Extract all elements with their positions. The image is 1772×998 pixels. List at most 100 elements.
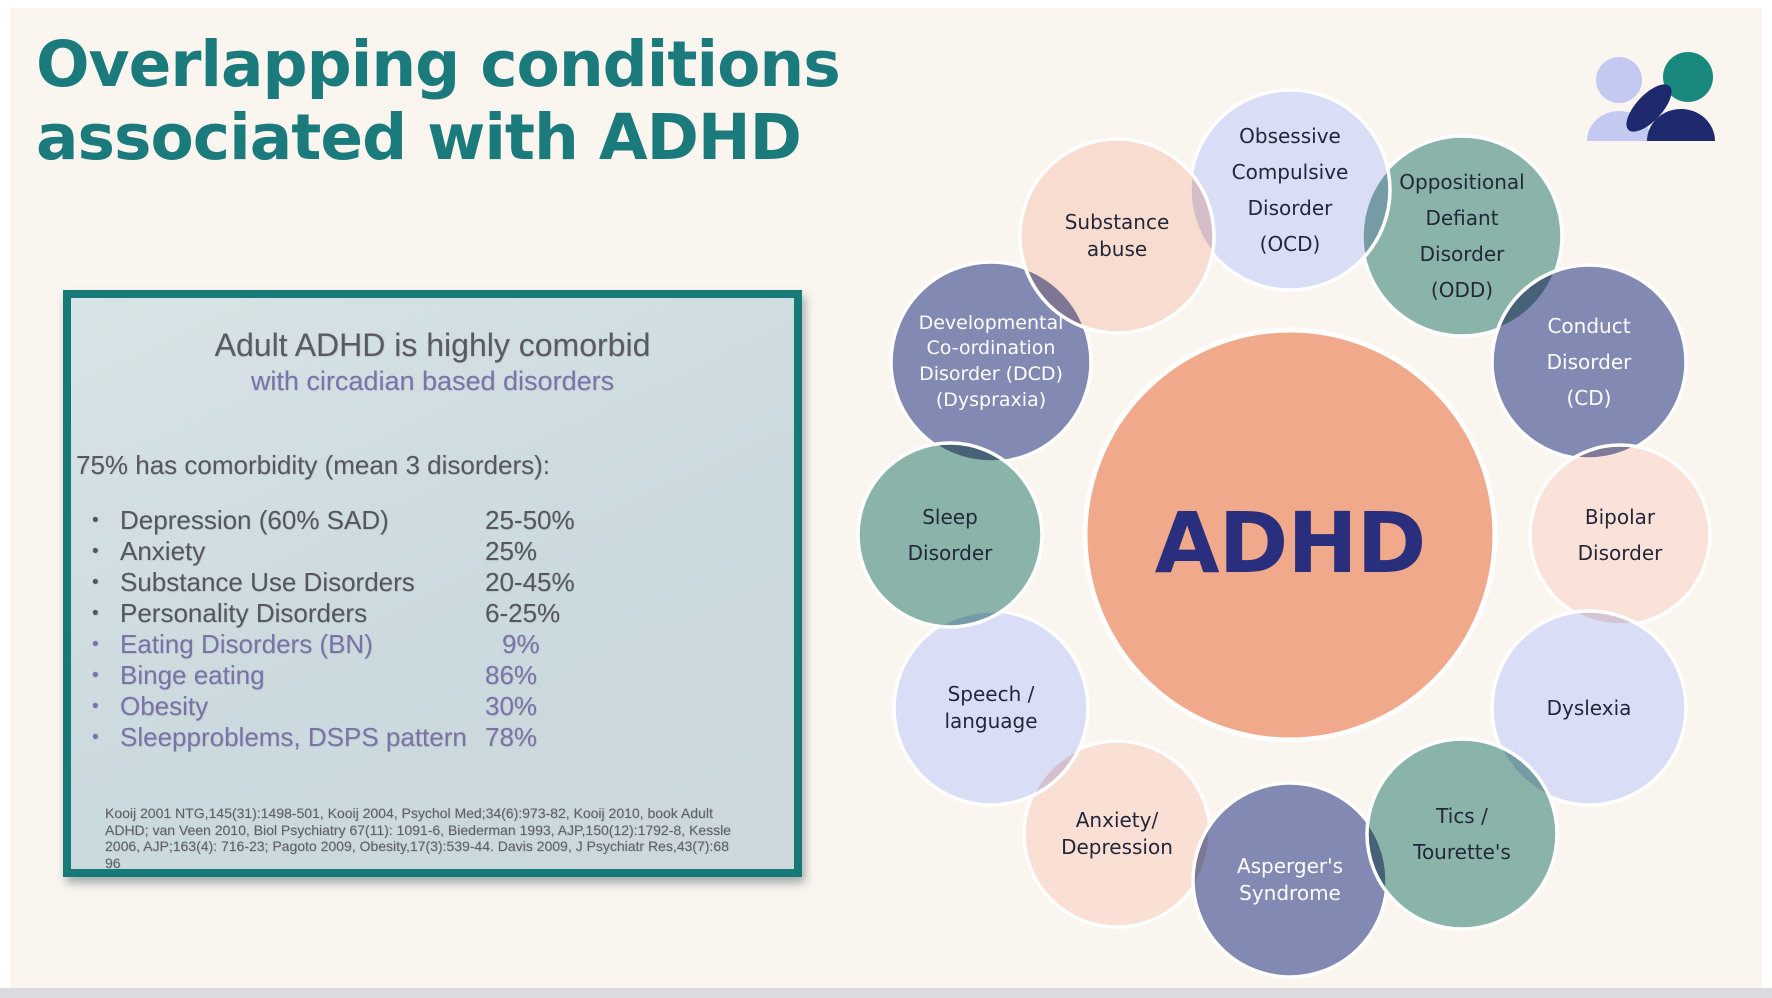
stat-value: 30% [485,691,538,721]
bullet-icon: • [92,572,99,593]
reference-line: ADHD; van Veen 2010, Biol Psychiatry 67(… [105,821,731,838]
condition-label-odd: Oppositional Defiant Disorder (ODD) [1362,136,1562,336]
condition-circle-ocd [1190,90,1390,290]
stat-label: Obesity [120,691,209,721]
condition-label-dcd: Developmental Co-ordination Disorder (DCD)… [891,262,1091,462]
stat-value: 20-45% [485,567,575,597]
stat-row: • Sleepproblems, DSPS pattern 78% [71,722,794,753]
condition-label-line: Obsessive [1239,124,1341,148]
stat-value: 9% [502,629,540,659]
stat-label: Anxiety [120,536,206,566]
page-title: Overlapping conditions associated with A… [36,28,841,175]
condition-circle-conduct-disorder [1492,265,1686,459]
condition-circle-outline-dyslexia [1490,609,1688,807]
condition-circle-outline-tics-tourettes [1365,737,1559,931]
condition-label-line: Compulsive [1231,160,1349,184]
reference-line: Kooij 2001 NTG,145(31):1498-501, Kooij 2… [105,805,713,821]
condition-label-line: Sleep [922,505,978,529]
condition-circle-dyslexia [1492,611,1686,805]
bullet-icon: • [92,603,99,624]
reference-line: 2006, AJP;163(4): 716-23; Pagoto 2009, O… [105,838,729,854]
stat-row: • Binge eating 86% [71,660,794,691]
condition-label-sleep-disorder: Sleep Disorder [858,443,1042,627]
stat-row: • Anxiety 25% [71,536,794,567]
condition-circle-speech-language [894,611,1088,805]
condition-label-dyslexia: Dyslexia [1492,611,1686,805]
condition-label-line: Defiant [1425,206,1499,230]
stat-value: 25% [485,536,538,566]
condition-label-line: abuse [1086,237,1148,261]
condition-circle-anxiety-depression [1024,741,1210,927]
stat-label: Personality Disorders [120,598,368,628]
condition-label-line: Disorder (DCD) [919,363,1063,385]
photo-slide-lead: 75% has comorbidity (mean 3 disorders): [76,450,550,480]
condition-label-substance-abuse: Substance abuse [1020,139,1214,333]
photo-slide-subtitle: with circadian based disorders [250,366,615,396]
condition-label-line: Disorder [1419,242,1505,266]
condition-label-anxiety-depression: Anxiety/Depression [1024,741,1210,927]
condition-label-line: Anxiety/ [1075,808,1159,832]
condition-label-line: (Dyspraxia) [935,388,1047,411]
condition-label-line: (CD) [1566,386,1612,410]
stat-value: 78% [485,722,538,752]
condition-label-aspergers: Asperger's Syndrome [1193,783,1387,977]
condition-label-line: Disorder [1247,196,1333,220]
condition-circle-aspergers [1193,783,1387,977]
reference-line: 96 [105,854,121,871]
bullet-icon: • [92,665,99,686]
condition-label-line: (ODD) [1430,278,1494,302]
condition-circle-outline-sleep-disorder [856,441,1044,629]
condition-circle-outline-substance-abuse [1018,137,1216,335]
condition-circle-substance-abuse [1020,139,1214,333]
condition-label-tics-tourettes: Tics / Tourette's [1367,739,1557,929]
stat-row: • Eating Disorders (BN) 9% [71,629,794,660]
condition-label-ocd: Obsessive Compulsive Disorder (OCD) [1190,90,1390,290]
condition-circle-tics-tourettes [1367,739,1557,929]
bullet-icon: • [92,541,99,562]
adhd-center-circle [1082,327,1498,743]
condition-label-line: Substance [1064,210,1170,234]
condition-label-line: Dyslexia [1546,696,1632,720]
stat-label: Substance Use Disorders [120,567,415,597]
bullet-icon: • [92,696,99,717]
condition-circle-bipolar [1530,445,1710,625]
stat-row: • Obesity 30% [71,691,794,722]
stat-row: • Depression (60% SAD) 25-50% [71,505,794,536]
photo-slide-title: Adult ADHD is highly comorbid [214,327,651,363]
condition-circle-sleep-disorder [858,443,1042,627]
condition-label-line: Disorder [907,541,993,565]
bottom-edge-bar [0,988,1772,998]
stat-row: • Personality Disorders 6-25% [71,598,794,629]
condition-label-conduct-disorder: Conduct Disorder (CD) [1492,265,1686,459]
condition-label-line: language [944,709,1038,733]
condition-label-line: (OCD) [1259,232,1321,256]
page-title-line1: Overlapping conditions [36,28,841,101]
two-people-logo-icon [1587,52,1715,141]
stat-label: Eating Disorders (BN) [120,629,373,659]
condition-circle-odd [1362,136,1562,336]
bullet-icon: • [92,634,99,655]
condition-label-line: Asperger's [1236,854,1344,878]
condition-label-line: Disorder [1577,541,1663,565]
condition-label-line: Depression [1061,835,1173,859]
condition-label-line: Developmental [918,311,1064,334]
logo-head-left [1596,57,1642,103]
comorbidity-stats-list: • Depression (60% SAD) 25-50% • Anxiety 25% • S… [71,505,794,753]
condition-label-speech-language: Speech / language [894,611,1088,805]
stat-value: 6-25% [485,598,561,628]
stat-value: 86% [485,660,538,690]
page-title-line2: associated with ADHD [36,101,802,175]
stat-row: • Substance Use Disorders 20-45% [71,567,794,598]
condition-label-line: Co-ordination [926,337,1056,360]
condition-label-line: Conduct [1547,314,1631,338]
logo-body-right [1647,109,1715,141]
condition-label-line: Speech / [947,682,1035,706]
condition-circle-dcd [891,262,1091,462]
stat-value: 25-50% [485,505,575,535]
condition-label-line: Syndrome [1239,881,1341,905]
logo-overlap-shape [1626,84,1672,132]
condition-label-line: Disorder [1546,350,1632,374]
